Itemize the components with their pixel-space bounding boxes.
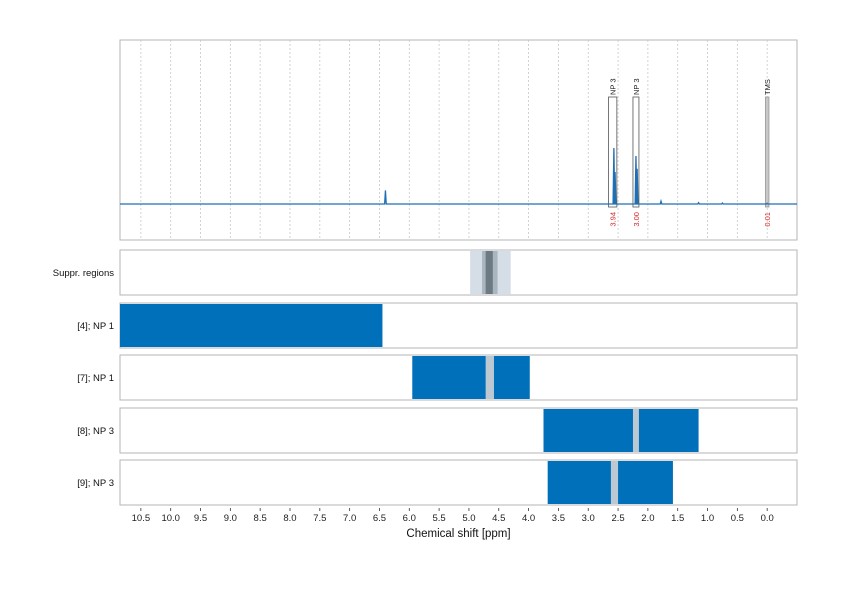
track-frame <box>119 249 798 296</box>
tms-marker <box>764 96 770 208</box>
x-tick-label: 1.5 <box>671 513 684 524</box>
peak-region-box <box>632 96 640 208</box>
x-tick-label: 7.0 <box>343 513 356 524</box>
region-bar <box>485 356 494 399</box>
integral-value: 3.00 <box>632 212 641 227</box>
x-tick-label: 5.0 <box>462 513 475 524</box>
track-label: [9]; NP 3 <box>77 478 114 489</box>
region-bar <box>412 356 530 399</box>
x-tick-label: 0.0 <box>761 513 774 524</box>
peak-label: TMS <box>763 79 772 95</box>
region-bar <box>543 409 699 452</box>
region-bar <box>120 304 383 347</box>
x-tick-label: 6.0 <box>403 513 416 524</box>
track-label: [7]; NP 1 <box>77 373 114 384</box>
x-tick-label: 2.5 <box>611 513 624 524</box>
x-tick-label: 0.5 <box>731 513 744 524</box>
track-label: [4]; NP 1 <box>77 321 114 332</box>
region-tracks: Suppr. regions [4]; NP 1 [7]; NP 1 [8]; NP … <box>53 249 798 506</box>
x-tick-label: 3.0 <box>582 513 595 524</box>
x-tick-label: 9.0 <box>224 513 237 524</box>
x-tick-label: 7.5 <box>313 513 326 524</box>
peak-label: NP 3 <box>609 78 618 95</box>
x-tick-label: 10.0 <box>161 513 180 524</box>
region-bar <box>547 461 673 504</box>
spectrum-panel: NP 3 3.94 NP 3 3.00 TMS 0.01 <box>119 39 798 241</box>
x-axis: 10.5 10.0 9.5 9.0 8.5 8.0 7.5 7.0 6.5 6.0 5.5 5.0 4.… <box>132 508 774 524</box>
x-tick-label: 5.5 <box>433 513 446 524</box>
x-tick-label: 1.0 <box>701 513 714 524</box>
track: Suppr. regions <box>53 249 798 296</box>
x-tick-label: 6.5 <box>373 513 386 524</box>
x-tick-label: 2.0 <box>641 513 654 524</box>
region-bar <box>485 251 493 294</box>
spectrum-frame <box>119 39 798 241</box>
track: [8]; NP 3 <box>77 407 798 454</box>
track: [4]; NP 1 <box>77 302 798 349</box>
track-label: Suppr. regions <box>53 268 115 279</box>
region-bar <box>610 461 619 504</box>
peak-region-box <box>608 96 618 208</box>
region-bar <box>632 409 639 452</box>
x-tick-label: 4.5 <box>492 513 505 524</box>
spectrum-line <box>120 147 797 205</box>
track: [9]; NP 3 <box>77 459 798 506</box>
x-tick-label: 8.5 <box>254 513 267 524</box>
track-label: [8]; NP 3 <box>77 426 114 437</box>
track-frame <box>119 459 798 506</box>
x-tick-label: 4.0 <box>522 513 535 524</box>
x-tick-label: 8.0 <box>283 513 296 524</box>
x-tick-label: 10.5 <box>132 513 151 524</box>
integral-value: 0.01 <box>763 212 772 227</box>
x-tick-label: 9.5 <box>194 513 207 524</box>
integral-value: 3.94 <box>609 212 618 227</box>
x-axis-title: Chemical shift [ppm] <box>406 528 510 540</box>
peak-label: NP 3 <box>632 78 641 95</box>
x-tick-label: 3.5 <box>552 513 565 524</box>
track: [7]; NP 1 <box>77 354 798 401</box>
